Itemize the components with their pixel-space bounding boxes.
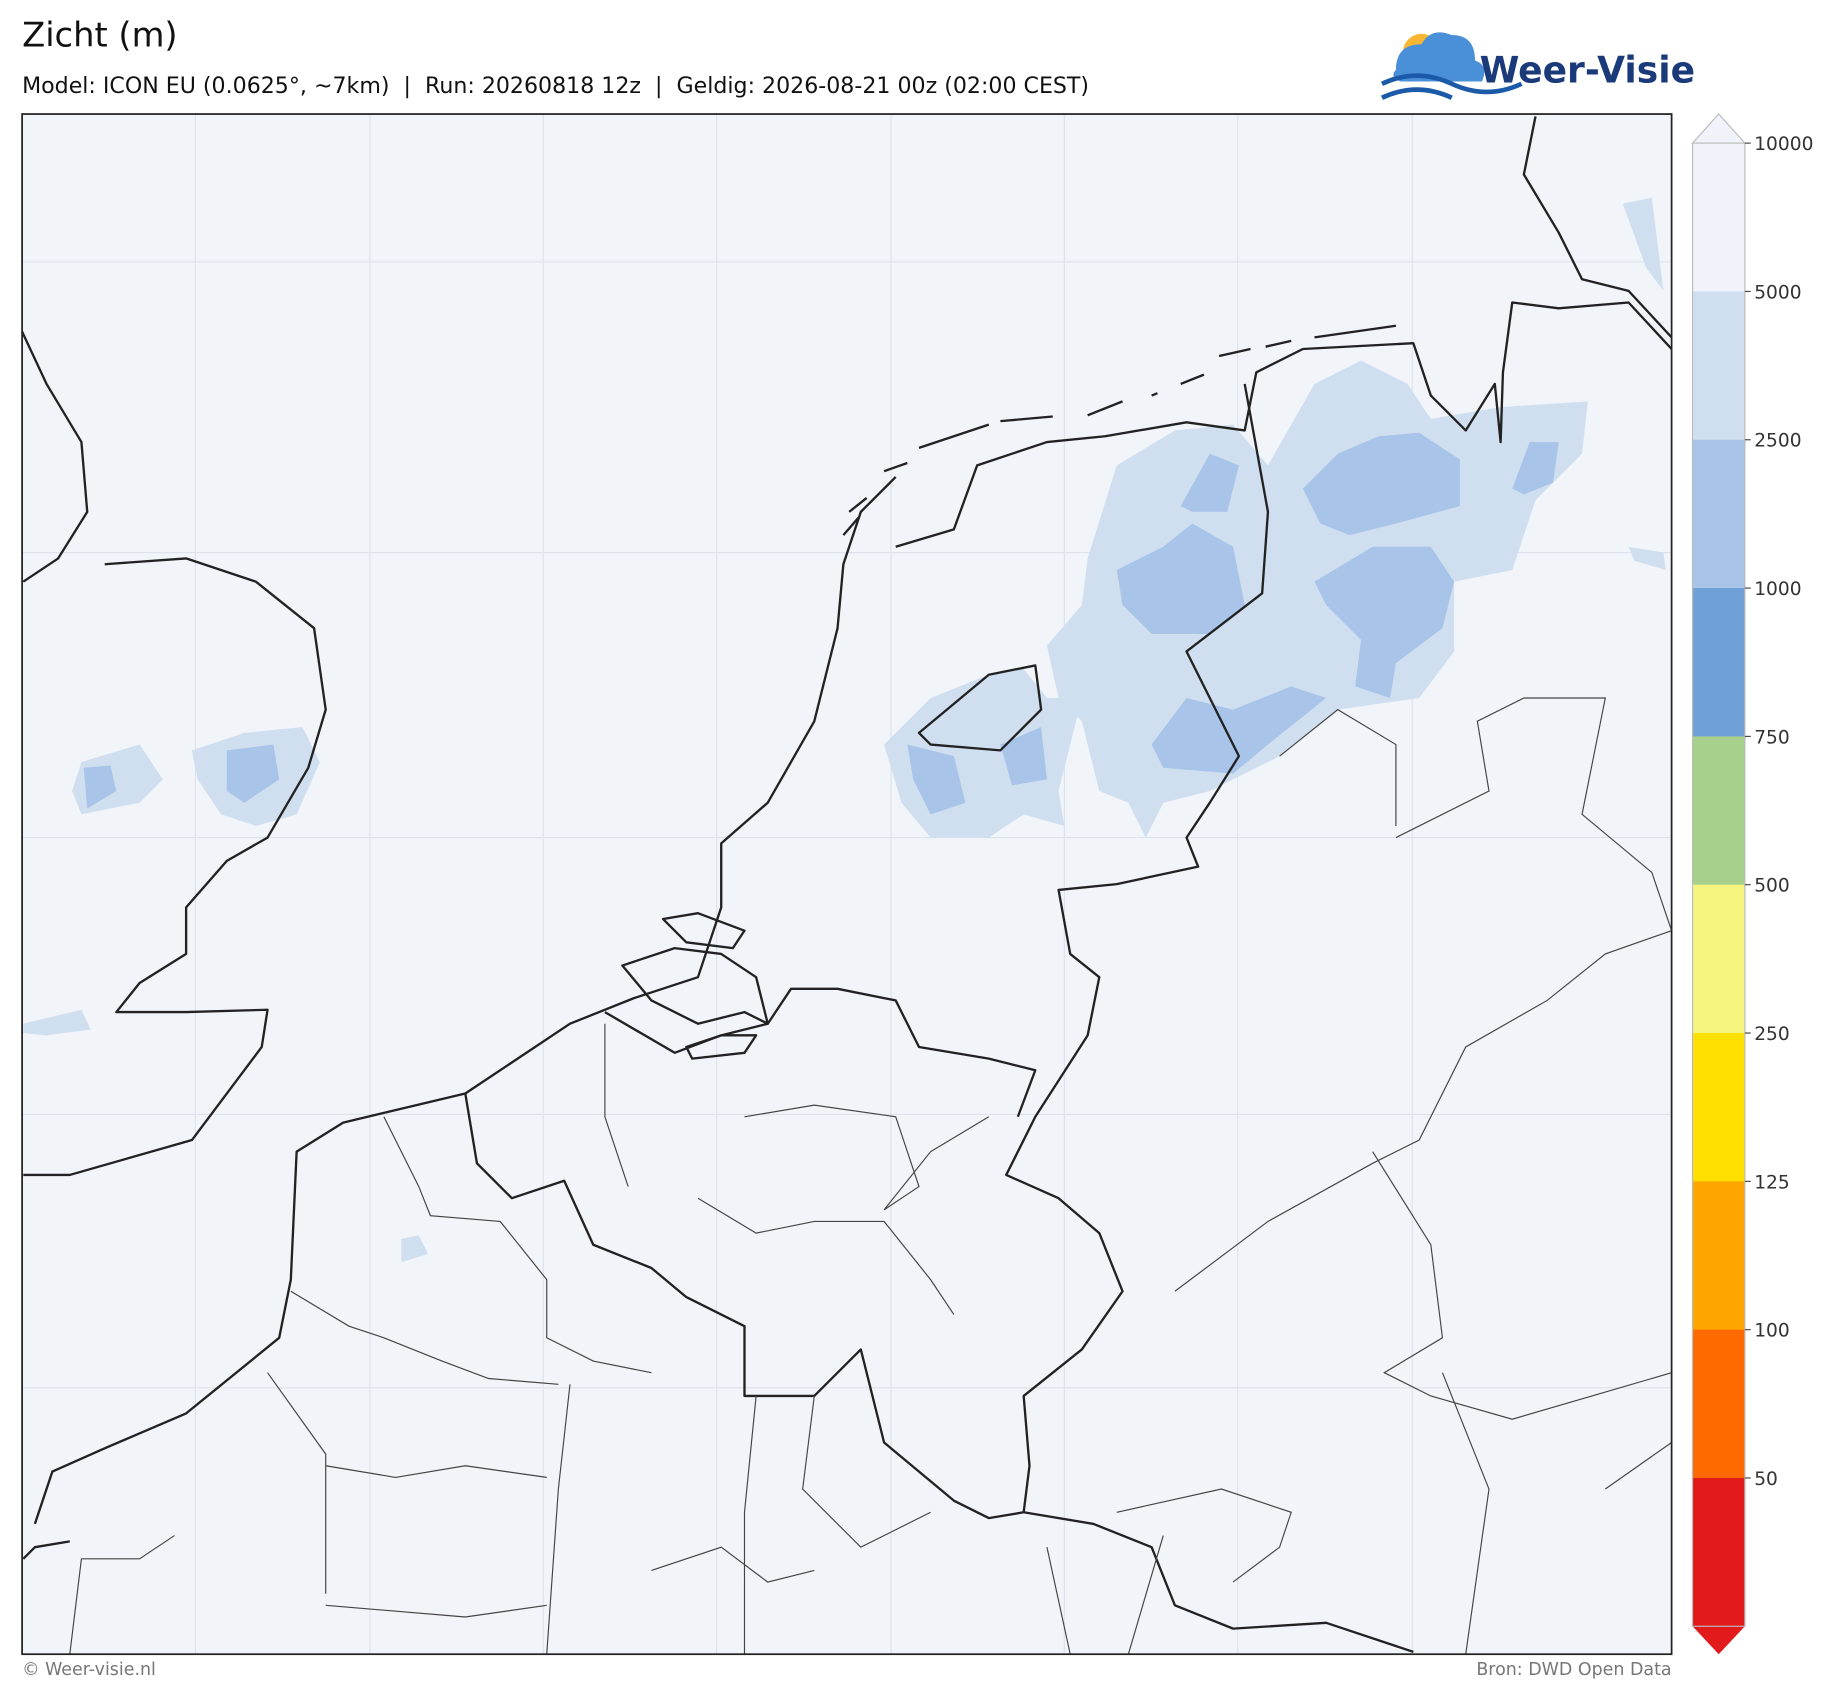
colorbar-band bbox=[1692, 1329, 1745, 1479]
colorbar-band bbox=[1692, 291, 1745, 441]
colorbar-extend-bottom bbox=[1692, 1626, 1745, 1655]
colorbar-band bbox=[1692, 1181, 1745, 1331]
logo-text: Weer-Visie bbox=[1480, 50, 1695, 92]
colorbar-band bbox=[1692, 143, 1745, 293]
colorbar-band bbox=[1692, 588, 1745, 737]
borders bbox=[69, 383, 1673, 1655]
colorbar-tick-label: 10000 bbox=[1754, 134, 1813, 155]
footer-source: Bron: DWD Open Data bbox=[1476, 1660, 1671, 1680]
colorbar-tick-label: 5000 bbox=[1754, 282, 1801, 303]
title: Zicht (m) bbox=[22, 16, 177, 55]
colorbar-tick-label: 750 bbox=[1754, 727, 1790, 748]
colorbar-band bbox=[1692, 736, 1745, 886]
colorbar-tick-label: 125 bbox=[1754, 1172, 1790, 1193]
colorbar-band bbox=[1692, 884, 1745, 1034]
logo: Weer-Visie bbox=[1380, 32, 1695, 100]
footer-credit: © Weer-visie.nl bbox=[22, 1660, 156, 1680]
visibility-fields bbox=[23, 197, 1666, 1263]
colorbar-extend-top bbox=[1691, 113, 1747, 144]
colorbar-tick-label: 250 bbox=[1754, 1024, 1790, 1045]
colorbar-tick-label: 100 bbox=[1754, 1321, 1790, 1342]
colorbar-tick-label: 2500 bbox=[1754, 431, 1801, 452]
subtitle: Model: ICON EU (0.0625°, ~7km) | Run: 20… bbox=[22, 73, 1089, 99]
colorbar: 10000 5000 2500 1000 750 500 250 125 100 50 bbox=[1691, 113, 1813, 1655]
colorbar-band bbox=[1692, 439, 1745, 589]
colorbar-band bbox=[1692, 1033, 1745, 1182]
map bbox=[21, 113, 1673, 1656]
colorbar-band bbox=[1692, 1477, 1745, 1627]
colorbar-tick-label: 500 bbox=[1754, 876, 1790, 897]
colorbar-tick-label: 50 bbox=[1754, 1469, 1778, 1490]
coastlines bbox=[21, 116, 1673, 1560]
colorbar-tick-label: 1000 bbox=[1754, 579, 1801, 600]
